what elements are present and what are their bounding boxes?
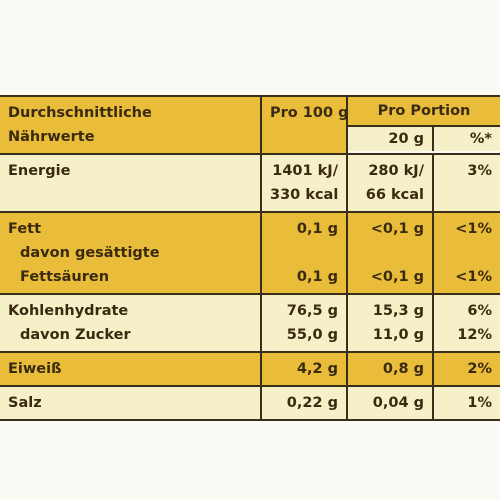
header-portion: Pro Portion 20 g %*	[346, 97, 500, 153]
row-label: Fett	[8, 221, 42, 237]
row-label: Salz	[8, 395, 42, 411]
table-cell: 2%	[432, 353, 500, 385]
header-title: Durchschnittliche	[8, 105, 152, 121]
cell-value: <0,1 g	[370, 269, 424, 285]
row-label: Fettsäuren	[20, 269, 110, 285]
header-text: Pro 100 g	[270, 105, 349, 121]
table-cell: 0,8 g	[346, 353, 432, 385]
table-cell: Kohlenhydrate davon Zucker	[0, 295, 260, 351]
table-row: Eiweiß 4,2 g 0,8 g 2%	[0, 351, 500, 385]
table-cell: 0,22 g	[260, 387, 346, 419]
table-cell: 0,04 g	[346, 387, 432, 419]
row-label: davon Zucker	[20, 327, 131, 343]
cell-value	[356, 241, 424, 265]
cell-value: 12%	[457, 327, 492, 343]
header-subrow: 20 g %*	[348, 125, 500, 151]
header-text: Pro Portion	[348, 97, 500, 125]
table-row: Energie 1401 kJ/330 kcal 280 kJ/66 kcal 3%	[0, 153, 500, 211]
cell-value: 1%	[467, 395, 492, 411]
cell-value: 55,0 g	[286, 327, 338, 343]
table-cell: 1%	[432, 387, 500, 419]
table-cell: Energie	[0, 155, 260, 211]
cell-value: 0,1 g	[296, 269, 338, 285]
cell-value: 4,2 g	[296, 361, 338, 377]
header-label: Durchschnittliche Nährwerte	[0, 97, 260, 153]
cell-value	[442, 183, 492, 207]
cell-value: 6%	[467, 303, 492, 319]
cell-value: <1%	[455, 269, 492, 285]
row-label: Kohlenhydrate	[8, 303, 129, 319]
nutrition-table: Durchschnittliche Nährwerte Pro 100 g Pr…	[0, 95, 500, 421]
header-row: Durchschnittliche Nährwerte Pro 100 g Pr…	[0, 97, 500, 153]
cell-value: 0,04 g	[372, 395, 424, 411]
table-row: Kohlenhydrate davon Zucker 76,5 g 55,0 g 15,…	[0, 293, 500, 351]
cell-value: 0,22 g	[286, 395, 338, 411]
header-text: %*	[432, 127, 500, 151]
table-cell: Eiweiß	[0, 353, 260, 385]
cell-value: 66 kcal	[365, 187, 424, 203]
cell-value: 0,1 g	[296, 221, 338, 237]
cell-value: 3%	[467, 163, 492, 179]
cell-value: <0,1 g	[370, 221, 424, 237]
cell-value	[270, 241, 338, 265]
table-cell: <0,1 g <0,1 g	[346, 213, 432, 293]
header-per-100: Pro 100 g	[260, 97, 349, 153]
table-cell: 1401 kJ/330 kcal	[260, 155, 346, 211]
table-cell: 280 kJ/66 kcal	[346, 155, 432, 211]
table-cell: Salz	[0, 387, 260, 419]
table-cell: 4,2 g	[260, 353, 346, 385]
row-label: Eiweiß	[8, 361, 62, 377]
cell-value: 0,8 g	[382, 361, 424, 377]
cell-value	[442, 241, 492, 265]
cell-value: 15,3 g	[372, 303, 424, 319]
cell-value: 330 kcal	[270, 187, 339, 203]
table-cell: 6% 12%	[432, 295, 500, 351]
row-label: davon gesättigte	[20, 245, 160, 261]
header-text: 20 g	[348, 127, 432, 151]
table-row: Salz 0,22 g 0,04 g 1%	[0, 385, 500, 419]
cell-value: 280 kJ/	[368, 163, 424, 179]
table-cell: 15,3 g 11,0 g	[346, 295, 432, 351]
cell-value: 1401 kJ/	[272, 163, 338, 179]
header-title: Nährwerte	[8, 129, 95, 145]
row-label	[8, 183, 252, 207]
cell-value: 11,0 g	[372, 327, 424, 343]
table-cell: 0,1 g 0,1 g	[260, 213, 346, 293]
row-label: Energie	[8, 163, 71, 179]
table-cell: 3%	[432, 155, 500, 211]
table-cell: <1% <1%	[432, 213, 500, 293]
cell-value: 76,5 g	[286, 303, 338, 319]
cell-value: <1%	[455, 221, 492, 237]
table-cell: Fett davon gesättigte Fettsäuren	[0, 213, 260, 293]
table-cell: 76,5 g 55,0 g	[260, 295, 346, 351]
table-row: Fett davon gesättigte Fettsäuren 0,1 g 0,1 g…	[0, 211, 500, 293]
cell-value: 2%	[467, 361, 492, 377]
